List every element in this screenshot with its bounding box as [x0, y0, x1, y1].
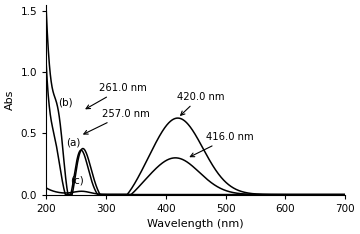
Text: (a): (a)	[66, 138, 80, 148]
Text: (c): (c)	[70, 176, 84, 186]
Text: 420.0 nm: 420.0 nm	[176, 91, 224, 115]
Text: 257.0 nm: 257.0 nm	[84, 109, 149, 134]
Y-axis label: Abs: Abs	[5, 90, 15, 110]
Text: (b): (b)	[59, 97, 73, 107]
X-axis label: Wavelength (nm): Wavelength (nm)	[147, 219, 244, 229]
Text: 416.0 nm: 416.0 nm	[190, 132, 254, 157]
Text: 261.0 nm: 261.0 nm	[86, 83, 147, 109]
